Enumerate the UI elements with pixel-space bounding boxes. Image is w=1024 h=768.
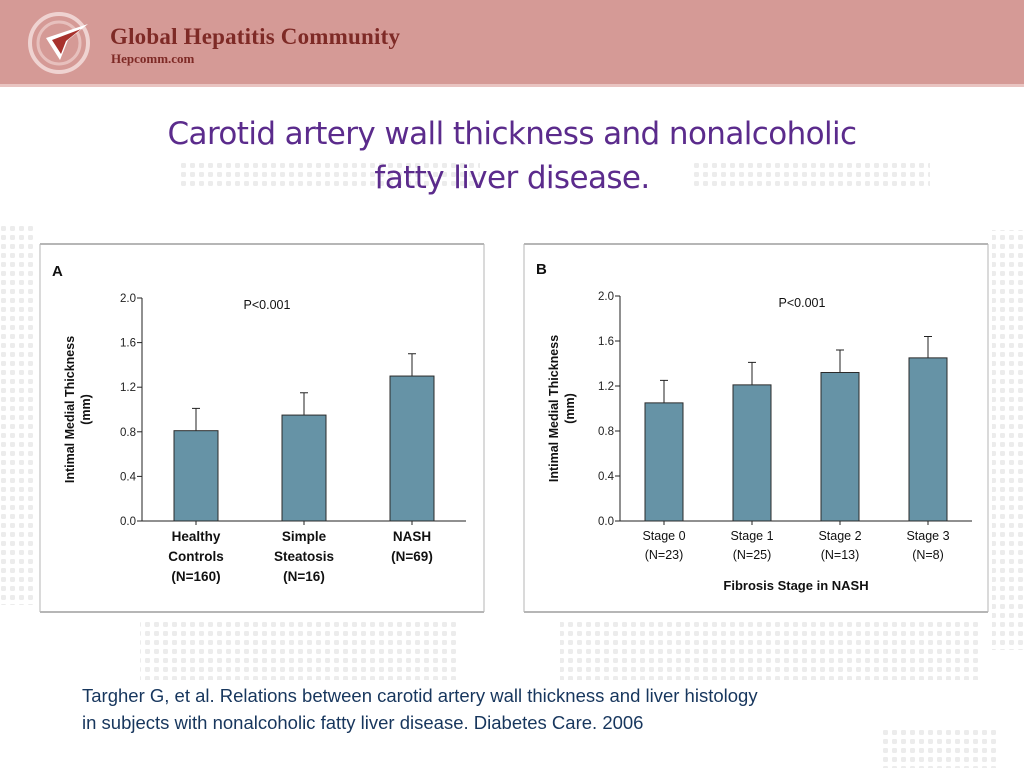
y-tick-label: 2.0 (120, 293, 136, 305)
bar (389, 375, 435, 522)
p-value-annotation: P<0.001 (779, 296, 826, 310)
panel-label: B (536, 261, 547, 278)
y-tick-label: 0.4 (598, 471, 615, 483)
y-tick-label: 0.8 (598, 426, 614, 438)
chart-b: B 0.0 0.4 0.8 1.2 1.6 2.0 Intimal Medial Thickn… (523, 243, 989, 613)
citation-line-2: in subjects with nonalcoholic fatty live… (82, 712, 644, 733)
x-tick-label: Stage 1 (730, 529, 773, 543)
p-value-annotation: P<0.001 (244, 298, 291, 312)
x-tick-label: (N=69) (391, 549, 433, 564)
x-axis-label: Fibrosis Stage in NASH (723, 578, 868, 593)
y-tick-label: 1.2 (598, 381, 614, 393)
x-tick-label: (N=160) (171, 569, 220, 584)
bar (173, 430, 219, 522)
x-tick-label: Simple (282, 529, 327, 544)
citation-text: Targher G, et al. Relations between caro… (82, 682, 942, 736)
hepcomm-logo-icon (28, 12, 90, 74)
bar (281, 414, 327, 522)
x-tick-label: Healthy (172, 529, 221, 544)
bar (820, 372, 860, 522)
x-tick-label: Stage 3 (906, 529, 949, 543)
y-axis-label: Intimal Medial Thickness (mm) (63, 336, 93, 483)
x-tick-label: (N=8) (912, 548, 944, 562)
x-tick-label: (N=25) (733, 548, 772, 562)
x-tick-label: Controls (168, 549, 224, 564)
chart-panel-b: B 0.0 0.4 0.8 1.2 1.6 2.0 Intimal Medial Thickn… (522, 242, 990, 614)
x-tick-label: NASH (393, 529, 431, 544)
bar (908, 357, 948, 522)
slide-title-line-1: Carotid artery wall thickness and nonalc… (167, 116, 858, 152)
x-tick-label: (N=13) (821, 548, 860, 562)
y-tick-label: 0.0 (120, 516, 136, 528)
x-tick-label: (N=16) (283, 569, 325, 584)
chart-a: A 0.0 0.4 0.8 1.2 1.6 2.0 Intimal Medial Thickn… (39, 243, 485, 613)
x-tick-label: (N=23) (645, 548, 684, 562)
bar (644, 402, 684, 522)
org-website: Hepcomm.com (111, 51, 195, 66)
y-axis-label: Intimal Medial Thickness (mm) (547, 335, 577, 482)
bar (732, 384, 772, 522)
y-tick-label: 1.2 (120, 382, 136, 394)
y-tick-label: 0.8 (120, 427, 136, 439)
org-name: Global Hepatitis Community (110, 24, 401, 49)
citation-line-1: Targher G, et al. Relations between caro… (82, 685, 758, 706)
x-tick-label: Stage 0 (642, 529, 685, 543)
chart-panel-a: A 0.0 0.4 0.8 1.2 1.6 2.0 Intimal Medial Thickn… (38, 242, 486, 614)
x-tick-label: Stage 2 (818, 529, 861, 543)
world-map-dots-background (0, 160, 1024, 768)
slide-header: Global Hepatitis Community Hepcomm.com (0, 0, 1024, 87)
slide-title-line-2: fatty liver disease. (374, 160, 650, 196)
y-tick-label: 0.0 (598, 516, 614, 528)
y-tick-label: 2.0 (598, 291, 614, 303)
y-tick-label: 1.6 (120, 338, 136, 350)
y-tick-label: 0.4 (120, 471, 137, 483)
slide-title: Carotid artery wall thickness and nonalc… (60, 112, 964, 200)
panel-label: A (52, 263, 63, 280)
x-tick-label: Steatosis (274, 549, 334, 564)
y-tick-label: 1.6 (598, 336, 614, 348)
